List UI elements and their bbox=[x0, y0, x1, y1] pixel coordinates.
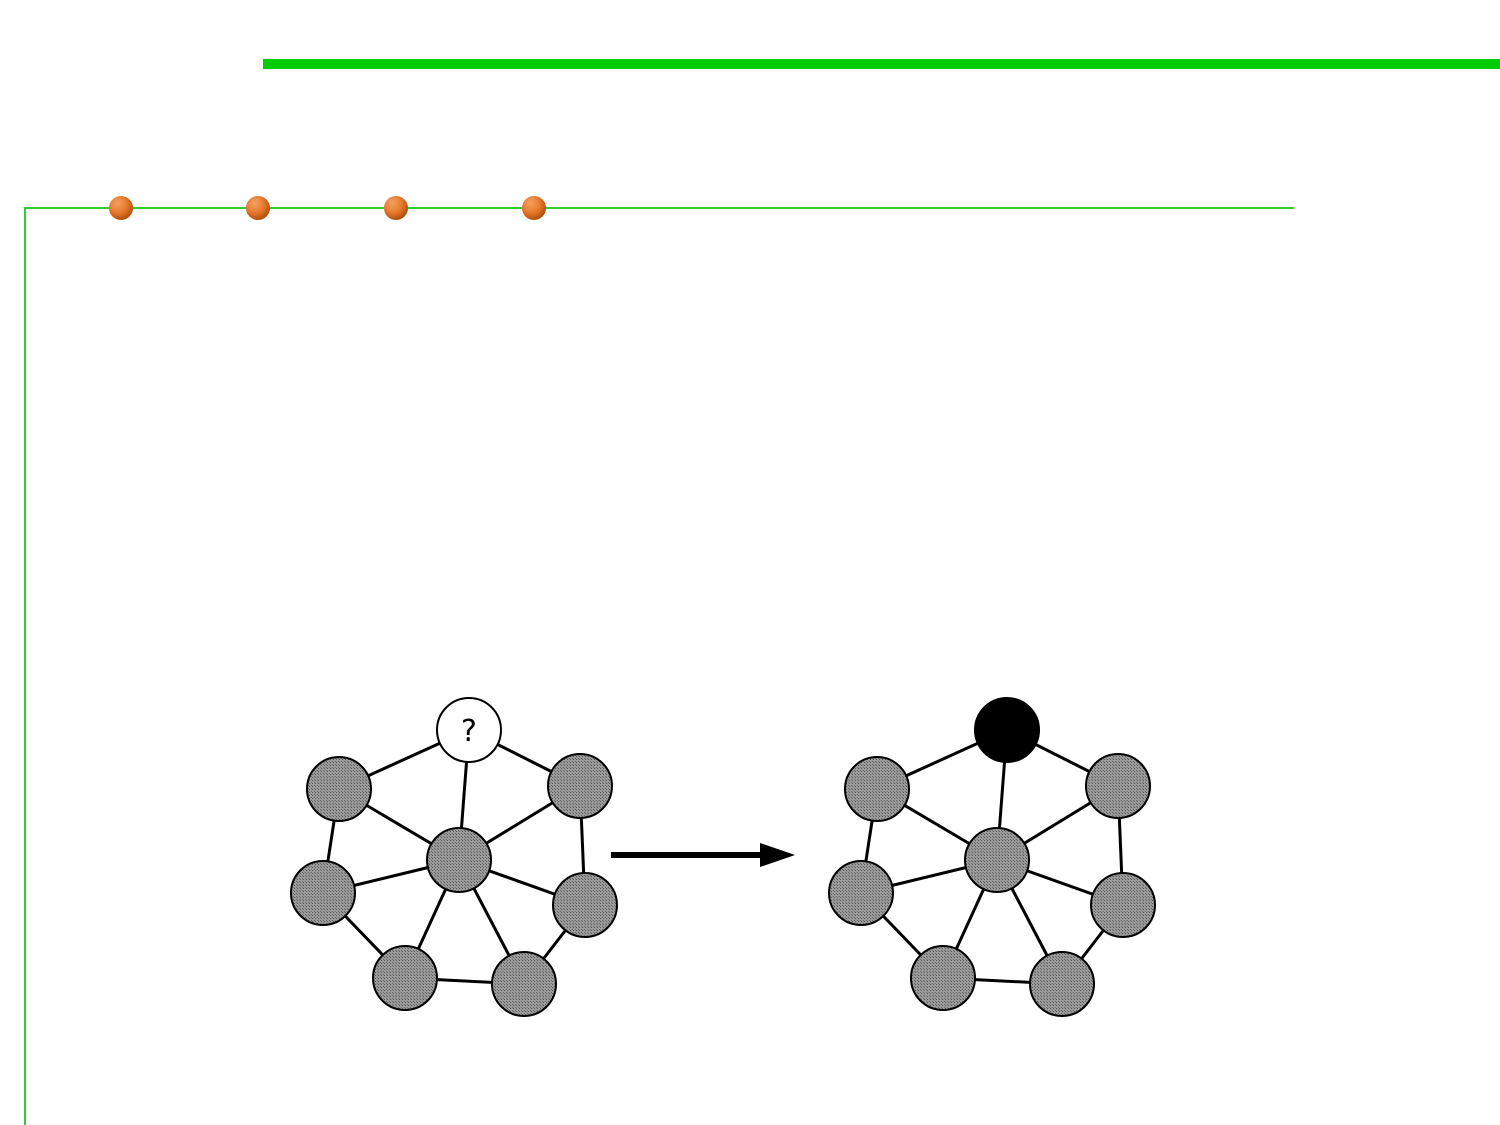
decorative-bead bbox=[246, 196, 270, 220]
top-accent-bar bbox=[263, 59, 1500, 69]
graph-node bbox=[1090, 872, 1156, 938]
right-arrow-icon bbox=[611, 843, 795, 867]
graph-node bbox=[910, 945, 976, 1011]
graph-node bbox=[491, 951, 557, 1017]
decorative-bead bbox=[109, 196, 133, 220]
graph-node bbox=[964, 827, 1030, 893]
decorative-bead bbox=[384, 196, 408, 220]
graph-node bbox=[1085, 753, 1151, 819]
graph-after-nodes bbox=[828, 697, 1156, 1017]
unknown-node bbox=[436, 697, 502, 763]
graph-node bbox=[552, 872, 618, 938]
decorative-bead bbox=[522, 196, 546, 220]
graph-node bbox=[290, 860, 356, 926]
frame-top-line bbox=[24, 207, 1294, 209]
graph-node bbox=[306, 756, 372, 822]
resolved-node bbox=[974, 697, 1040, 763]
frame-left-line bbox=[24, 207, 26, 1125]
graph-node bbox=[828, 860, 894, 926]
unknown-node-label: ? bbox=[461, 714, 477, 749]
graph-node bbox=[372, 945, 438, 1011]
graph-node bbox=[844, 756, 910, 822]
graph-node bbox=[1029, 951, 1095, 1017]
graph-node bbox=[547, 753, 613, 819]
graph-before-nodes bbox=[290, 697, 618, 1017]
graph-node bbox=[426, 827, 492, 893]
